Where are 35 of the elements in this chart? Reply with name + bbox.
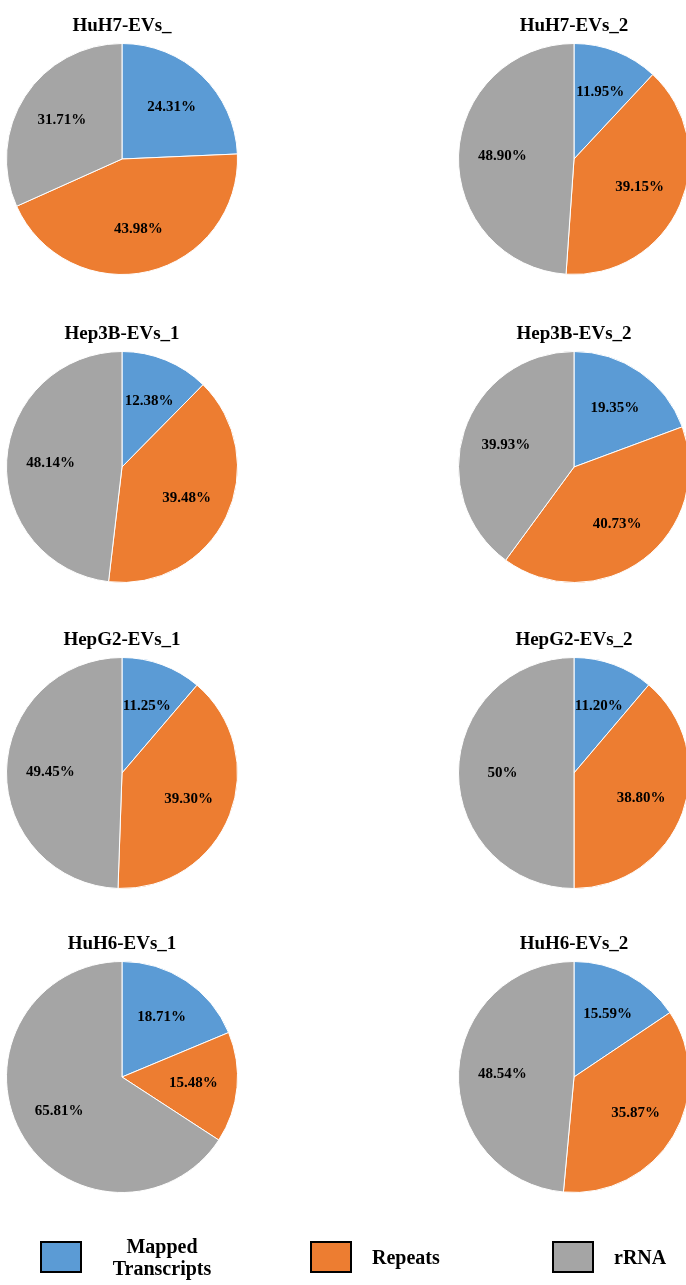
- data-label: 35.87%: [611, 1104, 660, 1121]
- chart-title: HepG2-EVs_1: [62, 627, 182, 651]
- data-label: 39.48%: [162, 488, 211, 505]
- data-label: 49.45%: [26, 762, 75, 779]
- chart-title: HuH6-EVs_2: [518, 931, 630, 955]
- chart-title: Hep3B-EVs_2: [515, 321, 633, 345]
- data-label: 48.14%: [26, 453, 75, 470]
- legend-label: Mapped Transcripts: [111, 1234, 213, 1279]
- data-label: 15.48%: [168, 1074, 218, 1091]
- data-label: 40.73%: [592, 515, 642, 532]
- data-label: 19.35%: [590, 399, 640, 416]
- data-label: 43.98%: [114, 219, 163, 236]
- chart-title: Hep3B-EVs_1: [63, 321, 181, 345]
- chart-title: HepG2-EVs_2: [514, 627, 634, 651]
- data-label: 39.30%: [164, 789, 214, 806]
- data-label: 11.95%: [576, 83, 625, 100]
- data-label: 11.25%: [122, 696, 171, 713]
- data-label: 65.81%: [34, 1102, 84, 1118]
- chart-title: HuH6-EVs_1: [66, 931, 178, 955]
- data-label: 18.71%: [137, 1008, 187, 1025]
- chart-title: HuH7-EVs_: [71, 13, 173, 37]
- data-label: 50%: [487, 763, 518, 780]
- data-label: 12.38%: [124, 391, 174, 408]
- legend-label: Repeats: [372, 1245, 440, 1268]
- data-label: 39.15%: [615, 178, 665, 195]
- chart-title: HuH7-EVs_2: [518, 13, 630, 37]
- data-label: 48.54%: [478, 1064, 527, 1081]
- data-label: 39.93%: [481, 435, 531, 452]
- data-label: 38.80%: [616, 788, 666, 805]
- data-label: 31.71%: [37, 110, 87, 127]
- legend-label: rRNA: [614, 1245, 667, 1268]
- data-label: 15.59%: [583, 1004, 633, 1021]
- data-label: 24.31%: [147, 98, 196, 115]
- data-label: 48.90%: [478, 147, 527, 164]
- data-label: 11.20%: [574, 696, 623, 713]
